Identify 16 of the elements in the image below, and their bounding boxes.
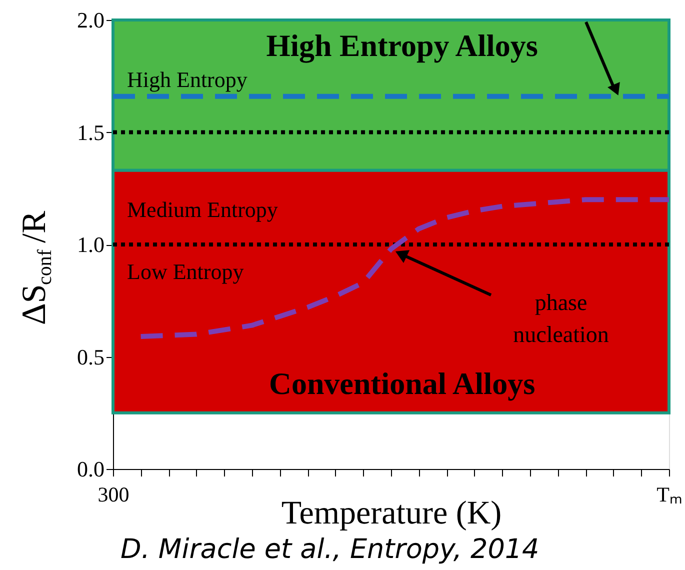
band-label: High Entropy Alloys: [266, 28, 538, 63]
x-tick-label: Tₘ: [656, 482, 682, 506]
y-tick-label: 1.0: [77, 232, 104, 257]
y-tick-label: 0.5: [77, 344, 104, 370]
y-tick-label: 2.0: [77, 8, 104, 32]
x-tick-label: 300: [98, 482, 130, 506]
y-tick-label: 0.0: [77, 456, 104, 482]
y-tick-label: 1.5: [77, 120, 104, 145]
annotation: Low Entropy: [127, 259, 244, 284]
annotation: phase nucleation: [513, 290, 610, 347]
band-label: Conventional Alloys: [269, 366, 536, 401]
y-axis-title: ΔSconf/R: [16, 210, 56, 325]
annotation: High Entropy: [127, 67, 248, 92]
text: D. Miracle et al., Entropy, 2014: [120, 534, 540, 565]
annotation: Medium Entropy: [127, 197, 278, 222]
x-axis-title: Temperature (K): [281, 496, 502, 532]
